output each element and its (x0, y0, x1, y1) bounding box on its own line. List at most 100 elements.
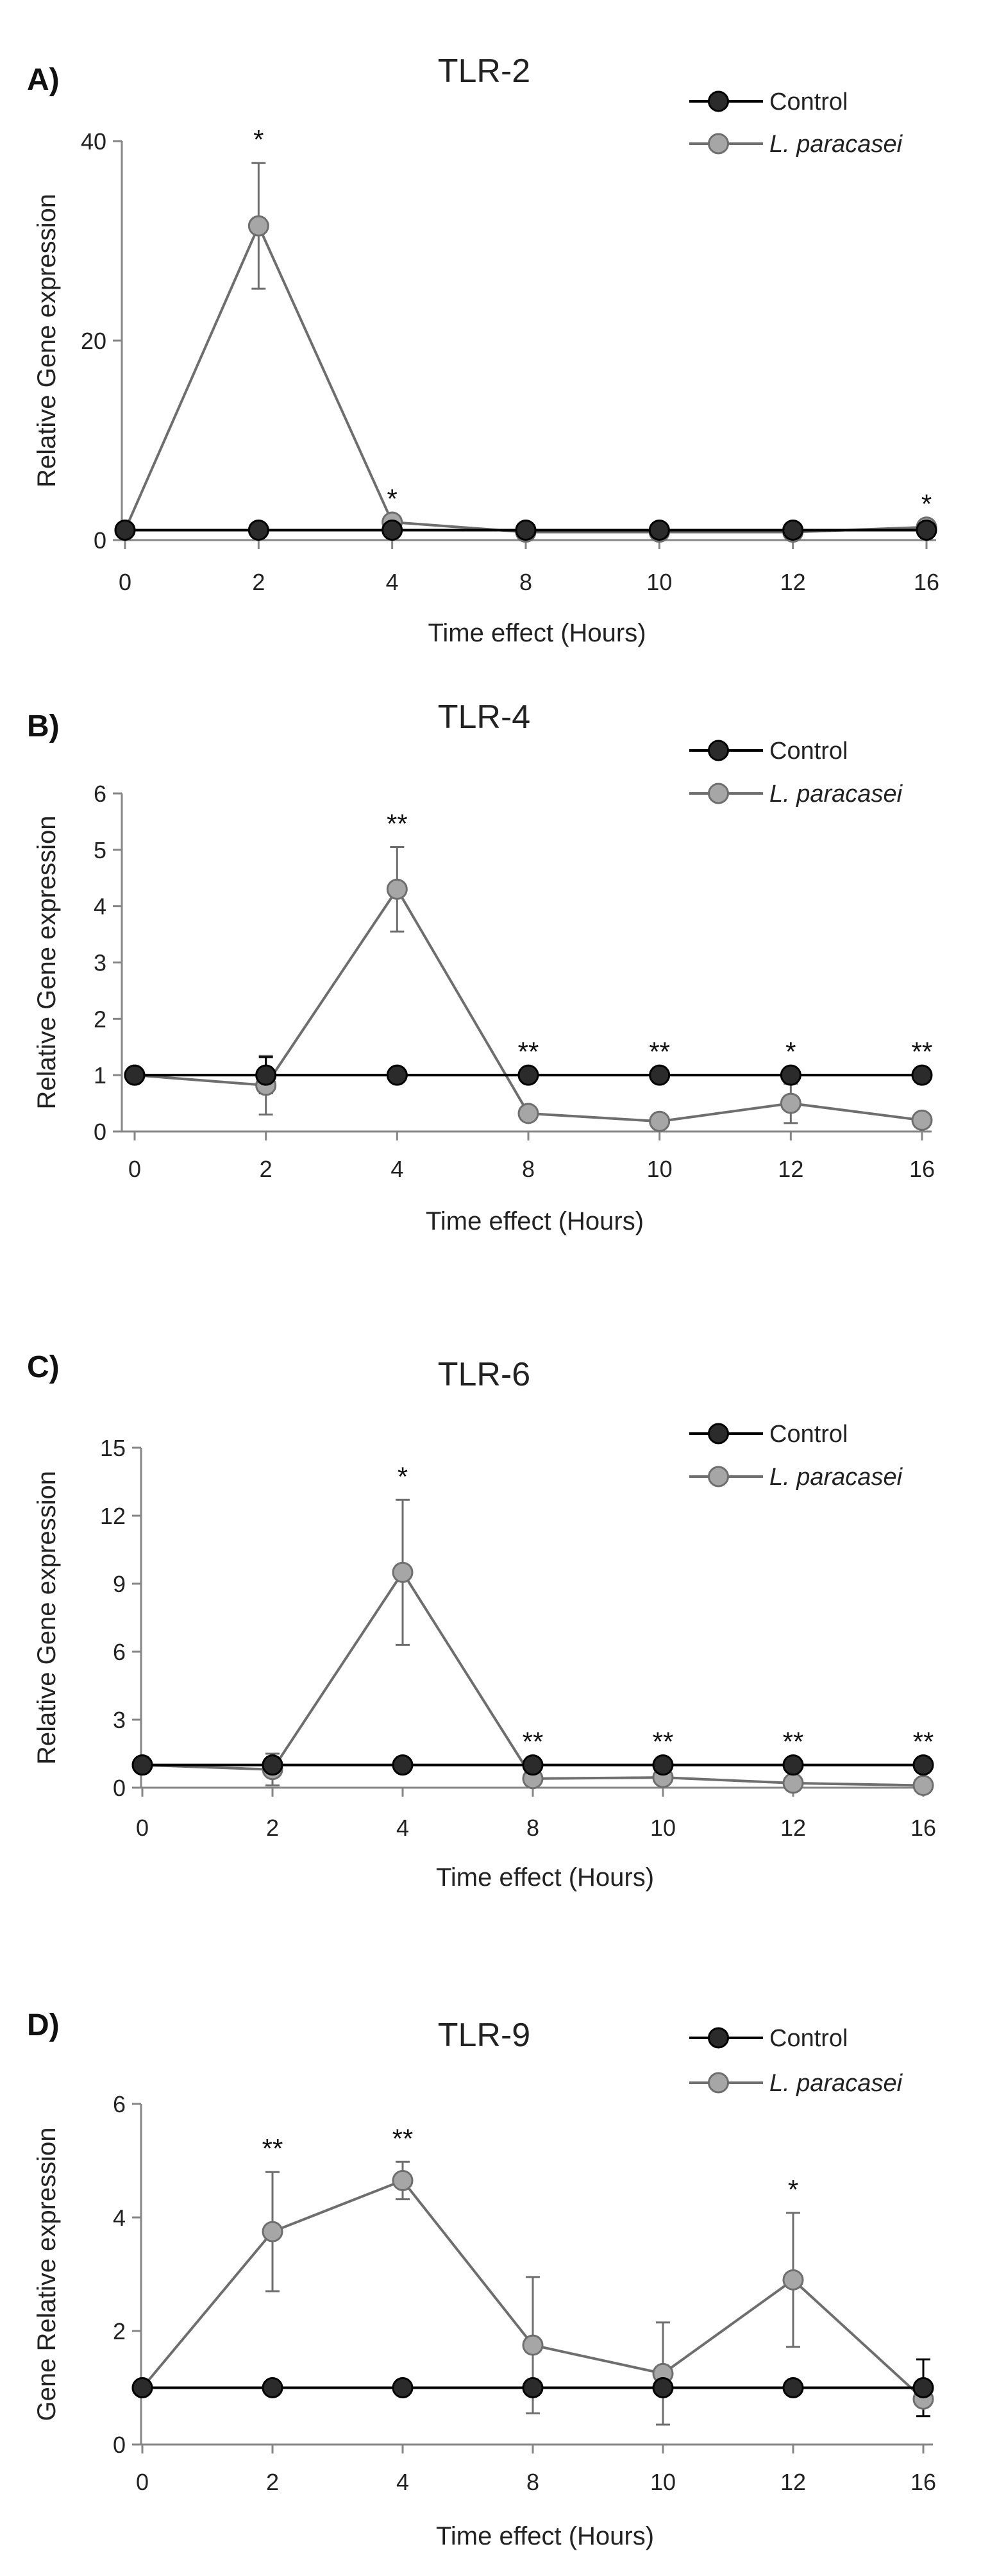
x-tick-label: 16 (909, 1156, 935, 1182)
control-data-point (114, 519, 136, 541)
x-tick-label: 16 (910, 1815, 936, 1841)
y-tick-label: 3 (94, 950, 106, 976)
y-axis-label: Relative Gene expression (33, 1471, 61, 1765)
significance-marker: ** (262, 2133, 283, 2164)
y-tick-label: 6 (113, 2091, 126, 2117)
x-tick-label: 12 (780, 569, 806, 595)
y-tick-label: 6 (113, 1639, 126, 1665)
y-tick-label: 2 (94, 1006, 106, 1032)
control-data-point (782, 2377, 804, 2398)
x-axis-label: Time effect (Hours) (428, 619, 646, 647)
paracasei-data-point (262, 2221, 283, 2242)
x-tick-label: 8 (522, 1156, 535, 1182)
significance-marker: * (398, 1461, 408, 1491)
x-tick-label: 10 (650, 2469, 676, 2495)
chart-title: TLR-2 (438, 53, 530, 90)
x-tick-label: 10 (650, 1815, 676, 1841)
paracasei-data-point (247, 215, 269, 237)
control-legend-marker (708, 1423, 729, 1445)
x-tick-label: 16 (914, 569, 939, 595)
control-legend-marker (708, 740, 729, 761)
x-tick-label: 0 (136, 1815, 149, 1841)
control-data-point (131, 1754, 153, 1776)
control-data-point (262, 1754, 283, 1776)
significance-marker: ** (518, 1037, 539, 1067)
x-tick-label: 16 (910, 2469, 936, 2495)
x-tick-label: 2 (260, 1156, 272, 1182)
panel-label: A) (27, 63, 60, 97)
x-axis-label: Time effect (Hours) (426, 1207, 644, 1235)
significance-marker: ** (649, 1037, 670, 1067)
y-tick-label: 0 (94, 1119, 106, 1145)
control-legend-label: Control (769, 738, 848, 765)
panel-label: C) (27, 1350, 60, 1384)
y-tick-label: 4 (94, 894, 106, 920)
control-data-point (911, 1064, 933, 1086)
control-legend-marker (708, 90, 729, 112)
control-data-point (652, 1754, 674, 1776)
x-tick-label: 4 (390, 1156, 403, 1182)
y-tick-label: 20 (81, 328, 106, 354)
x-tick-label: 4 (396, 1815, 409, 1841)
y-tick-label: 9 (113, 1571, 126, 1597)
paracasei-data-point (517, 1103, 539, 1124)
x-tick-label: 8 (526, 2469, 539, 2495)
panel-label: D) (27, 2008, 60, 2042)
panel-label: B) (27, 709, 60, 743)
control-legend-label: Control (769, 1421, 848, 1448)
y-tick-label: 4 (113, 2205, 126, 2231)
control-data-point (517, 1064, 539, 1086)
x-tick-label: 4 (396, 2469, 409, 2495)
x-tick-label: 8 (519, 569, 532, 595)
significance-marker: * (788, 2174, 798, 2205)
x-tick-label: 0 (119, 569, 131, 595)
y-tick-label: 0 (113, 2432, 126, 2458)
control-data-point (262, 2377, 283, 2398)
control-data-point (652, 2377, 674, 2398)
paracasei-data-point (392, 1561, 414, 1583)
significance-marker: ** (913, 1727, 934, 1757)
x-tick-label: 2 (266, 2469, 279, 2495)
x-tick-label: 8 (526, 1815, 539, 1841)
x-tick-label: 2 (266, 1815, 279, 1841)
y-axis-label: Gene Relative expression (33, 2127, 61, 2421)
x-tick-label: 0 (136, 2469, 149, 2495)
significance-marker: * (785, 1037, 796, 1067)
x-tick-label: 2 (252, 569, 265, 595)
control-data-point (912, 2377, 934, 2398)
y-axis-label: Relative Gene expression (33, 194, 61, 487)
chart-title: TLR-9 (438, 2017, 530, 2054)
y-tick-label: 3 (113, 1707, 126, 1733)
y-tick-label: 5 (94, 837, 106, 863)
control-data-point (649, 1064, 671, 1086)
x-tick-label: 12 (780, 1815, 806, 1841)
y-tick-label: 1 (94, 1062, 106, 1089)
control-data-point (392, 1754, 414, 1776)
significance-marker: * (387, 484, 397, 514)
paracasei-data-point (782, 2269, 804, 2291)
y-tick-label: 12 (100, 1503, 126, 1529)
y-tick-label: 40 (81, 128, 106, 155)
significance-marker: ** (912, 1037, 933, 1067)
significance-marker: ** (387, 808, 408, 838)
significance-marker: * (921, 489, 932, 519)
control-data-point (386, 1064, 408, 1086)
control-data-point (522, 1754, 544, 1776)
y-tick-label: 0 (113, 1775, 126, 1801)
paracasei-legend-marker (708, 2072, 729, 2094)
significance-marker: ** (392, 2123, 414, 2153)
paracasei-series-line (134, 886, 923, 1123)
paracasei-data-point (522, 2334, 544, 2356)
control-data-point (916, 519, 937, 541)
y-axis-label: Relative Gene expression (33, 815, 61, 1109)
significance-marker: ** (783, 1727, 804, 1757)
significance-marker: * (253, 124, 264, 155)
paracasei-data-point (392, 2169, 414, 2191)
paracasei-data-point (649, 1110, 671, 1132)
x-tick-label: 12 (780, 2469, 806, 2495)
control-data-point (131, 2377, 153, 2398)
control-data-point (382, 519, 403, 541)
control-data-point (392, 2377, 414, 2398)
paracasei-data-point (912, 1774, 934, 1796)
